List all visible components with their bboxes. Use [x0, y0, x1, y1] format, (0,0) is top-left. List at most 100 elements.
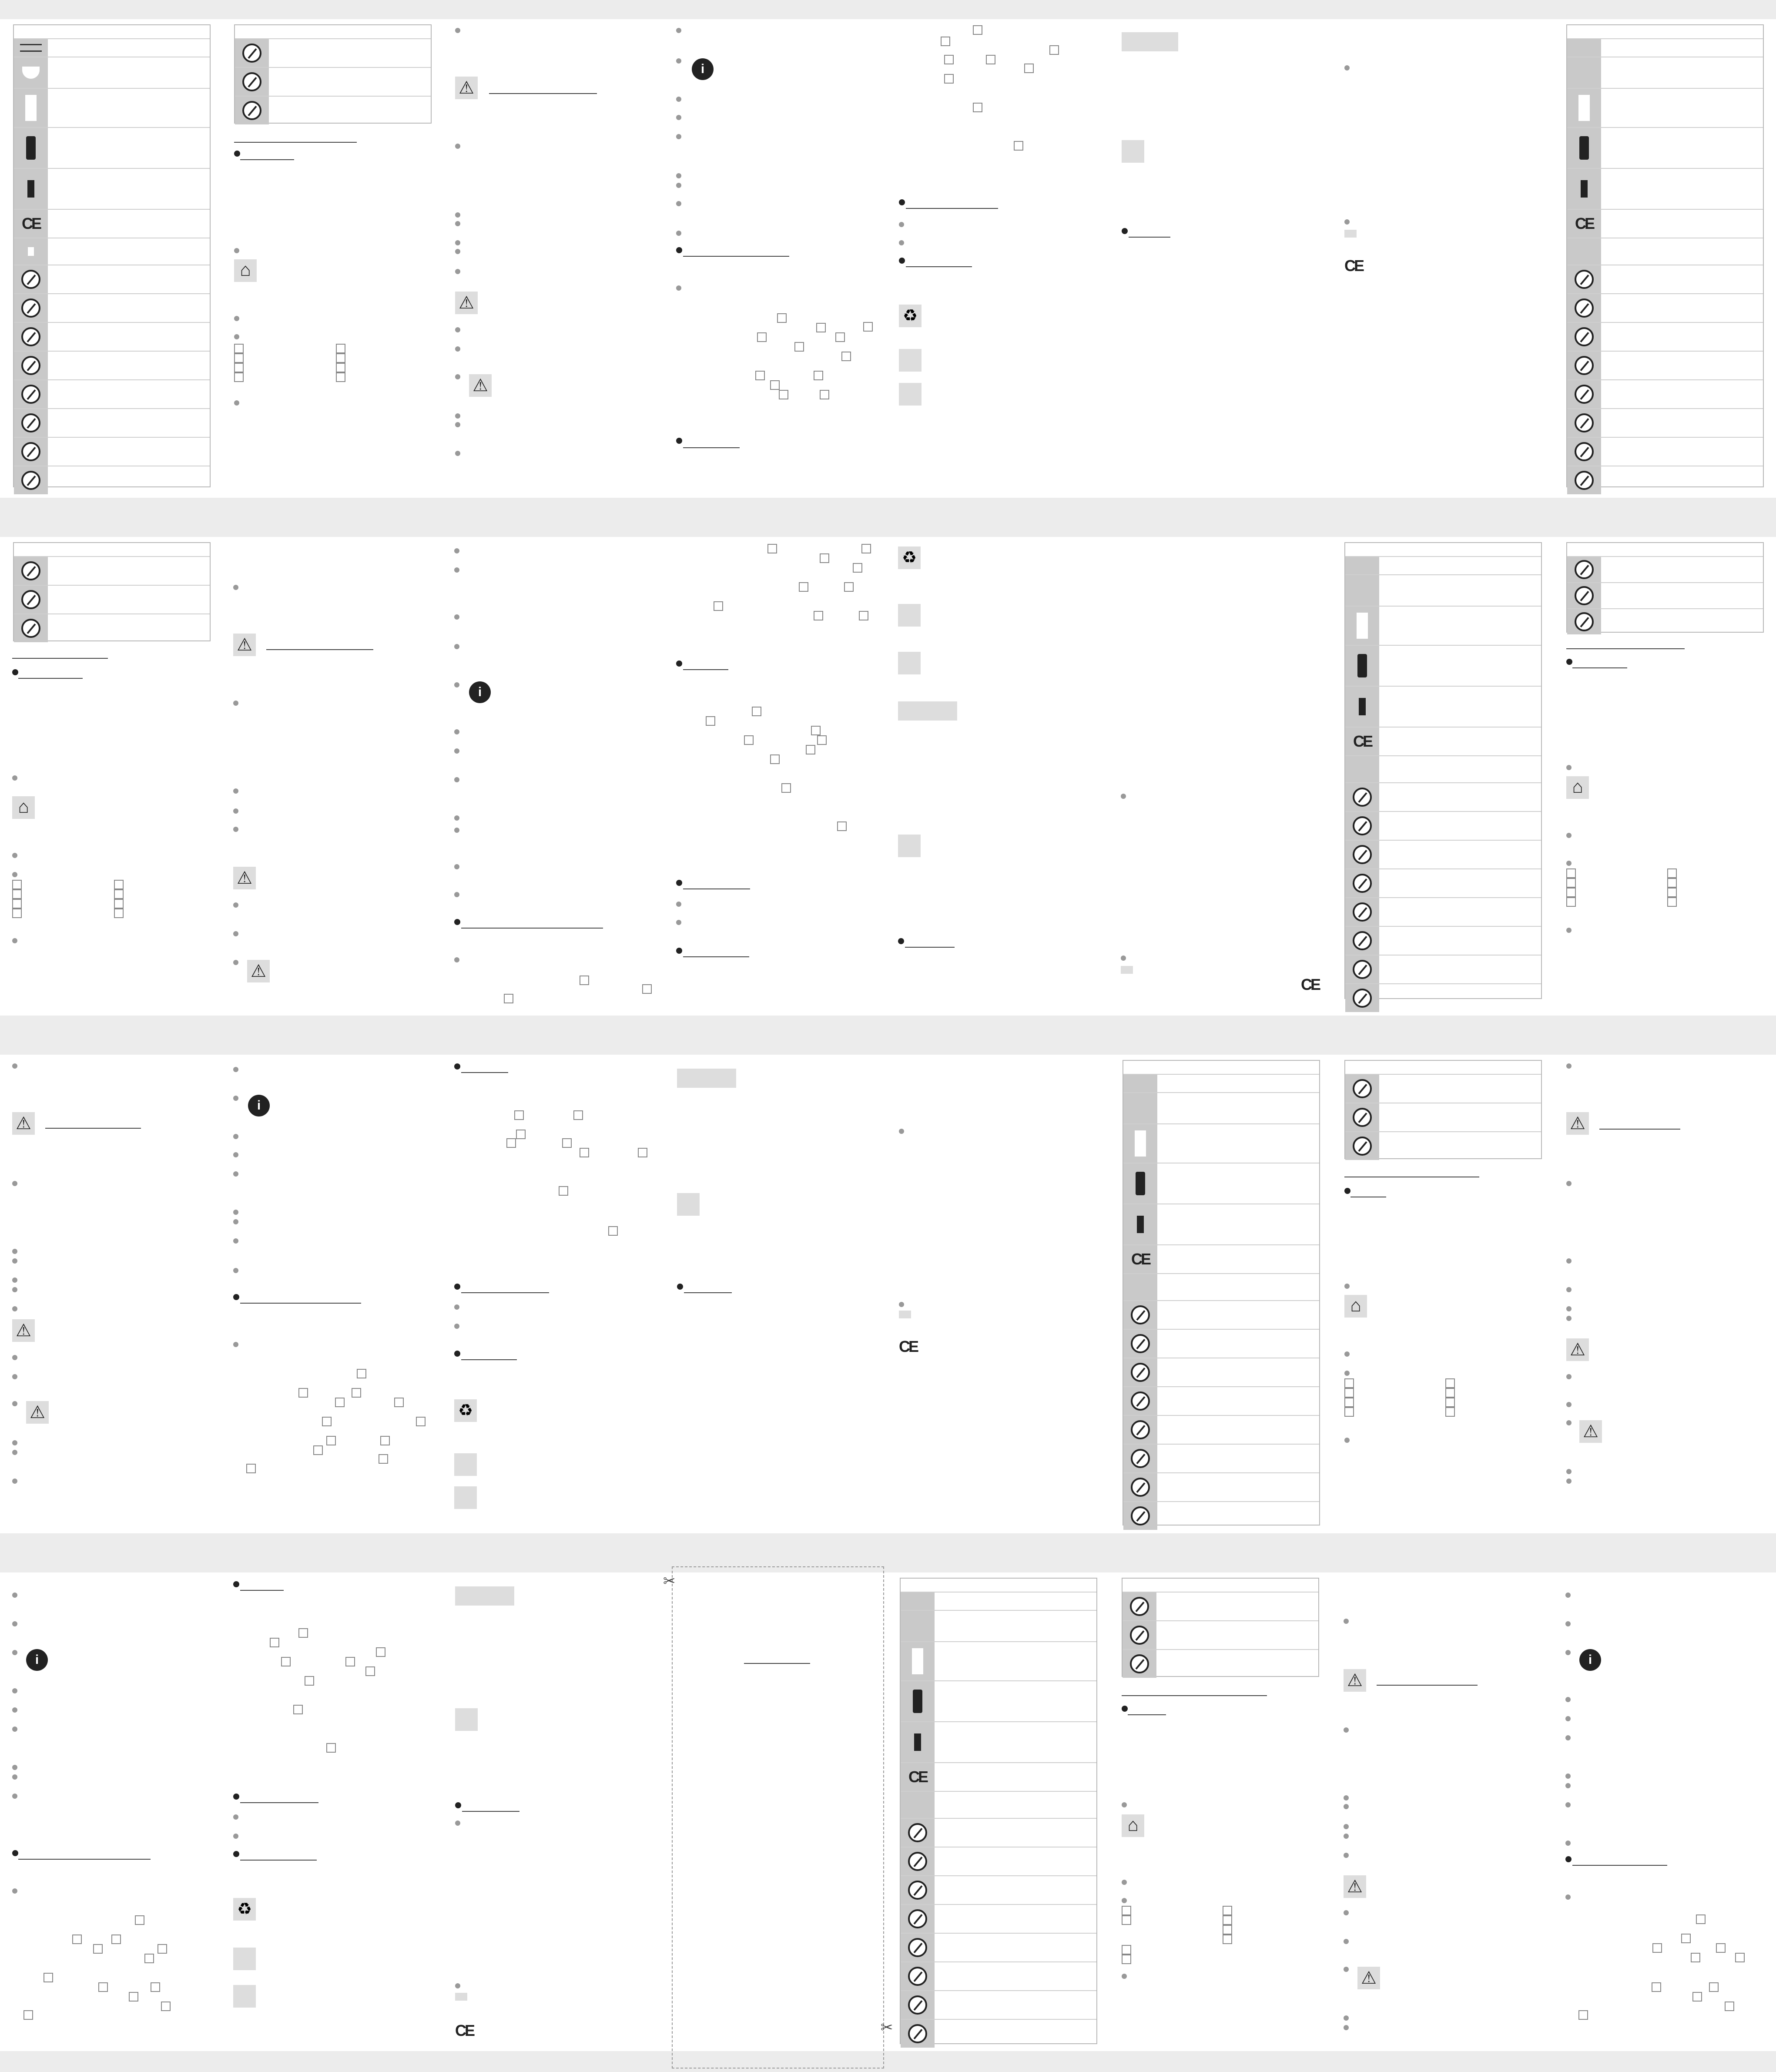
diagram-box — [335, 1398, 345, 1407]
step-dot — [455, 1821, 460, 1826]
diagram-box — [820, 390, 829, 399]
step-dot — [1565, 1716, 1571, 1721]
step-dot — [1344, 2025, 1349, 2030]
step-dot — [1566, 1287, 1572, 1292]
step-dot — [455, 346, 460, 352]
diagram-box — [811, 726, 821, 735]
step-dot — [455, 269, 460, 274]
bleach-icon — [242, 101, 261, 120]
diagram-box — [752, 707, 761, 716]
diagram-box — [129, 1992, 138, 2002]
dry-icon — [1575, 385, 1594, 404]
step-dot — [233, 1067, 238, 1072]
crossed-bin-icon — [677, 1193, 700, 1216]
info-icon: i — [692, 58, 714, 80]
diagram-box — [841, 352, 851, 361]
symbol-table: CE — [1344, 542, 1542, 1012]
diagram-box — [345, 1657, 355, 1666]
diagram-box — [326, 1436, 336, 1445]
step-dot — [1344, 1824, 1349, 1829]
bullet — [676, 438, 682, 444]
warning-icon: ⚠ — [1357, 1967, 1380, 1989]
warning-icon: ⚠ — [455, 77, 478, 99]
home-icon: ⌂ — [234, 259, 257, 282]
crossed-bin-icon — [233, 1985, 256, 2008]
bullet — [455, 1802, 461, 1808]
iron-icon — [21, 413, 40, 433]
label-icon — [20, 44, 42, 52]
step-dot — [233, 701, 238, 706]
step-dot — [234, 248, 239, 253]
step-dot — [454, 957, 459, 962]
water-icon — [1575, 442, 1594, 461]
step-dot — [1566, 765, 1572, 770]
warning-rule — [266, 649, 373, 650]
diagram-box — [986, 55, 995, 64]
bullet — [898, 938, 904, 944]
bullet — [676, 660, 682, 667]
step-dot — [454, 1304, 459, 1310]
step-dot — [1565, 1802, 1571, 1807]
step-dot — [454, 682, 459, 687]
step-dot — [455, 240, 460, 245]
heading-rule — [240, 1860, 317, 1861]
diagram-box — [755, 371, 765, 380]
info-icon: i — [248, 1095, 270, 1116]
bullet — [1122, 228, 1128, 234]
step-dot — [1565, 1783, 1571, 1788]
info-icon: i — [26, 1649, 48, 1671]
door-icon — [908, 1909, 927, 1928]
diagram-box — [1652, 1982, 1661, 1992]
small-square-icon — [28, 247, 34, 256]
bin-icon — [898, 604, 921, 627]
short-symbol-table — [1122, 1578, 1319, 1678]
diagram-box — [305, 1676, 314, 1686]
water-icon — [1131, 1478, 1150, 1497]
step-dot — [1565, 1697, 1571, 1702]
battery-icon — [1357, 654, 1367, 677]
ce-icon: CE — [908, 1768, 928, 1786]
step-dot — [1566, 928, 1572, 933]
recycle-icon: ♻ — [454, 1399, 477, 1422]
heading-rule — [240, 159, 294, 160]
short-symbol-table — [1566, 542, 1764, 634]
diagram-box — [863, 322, 873, 332]
step-dot — [233, 788, 238, 794]
short-symbol-table — [234, 24, 432, 124]
bullet — [233, 1851, 239, 1857]
step-dot — [454, 815, 459, 821]
step-dot — [12, 1450, 17, 1455]
symbol-table: CE — [1566, 24, 1764, 494]
diagram-box — [944, 74, 954, 84]
diagram-box — [1709, 1982, 1719, 1992]
step-dot — [1566, 1479, 1572, 1484]
lamp-icon — [912, 1648, 923, 1674]
step-dot — [1566, 1402, 1572, 1407]
crossed-bin-icon — [899, 383, 922, 406]
step-dot — [233, 827, 238, 832]
step-dot — [1565, 1735, 1571, 1740]
bullet — [676, 948, 682, 954]
checkbox — [1445, 1388, 1455, 1398]
plug-icon — [1581, 180, 1588, 198]
diagram-box — [814, 611, 823, 620]
bullet — [899, 258, 905, 264]
heading-rule — [240, 1802, 318, 1803]
diagram-box — [559, 1186, 568, 1196]
dry-icon — [908, 1938, 927, 1957]
heading-rule — [1572, 1865, 1667, 1866]
bleach-icon — [1353, 1137, 1372, 1156]
warning-icon: ⚠ — [1344, 1669, 1366, 1692]
diagram-box — [706, 716, 715, 726]
step-dot — [1566, 1374, 1572, 1379]
fire-icon — [21, 327, 40, 346]
diagram-box — [151, 1982, 160, 1992]
step-dot — [12, 1181, 17, 1186]
ce-icon: CE — [21, 215, 42, 232]
step-dot — [1344, 1853, 1349, 1858]
step-dot — [233, 808, 238, 814]
step-dot — [1566, 1420, 1572, 1425]
checkbox — [234, 363, 244, 372]
diagram-box — [72, 1935, 82, 1944]
crossed-bin-icon — [898, 652, 921, 674]
